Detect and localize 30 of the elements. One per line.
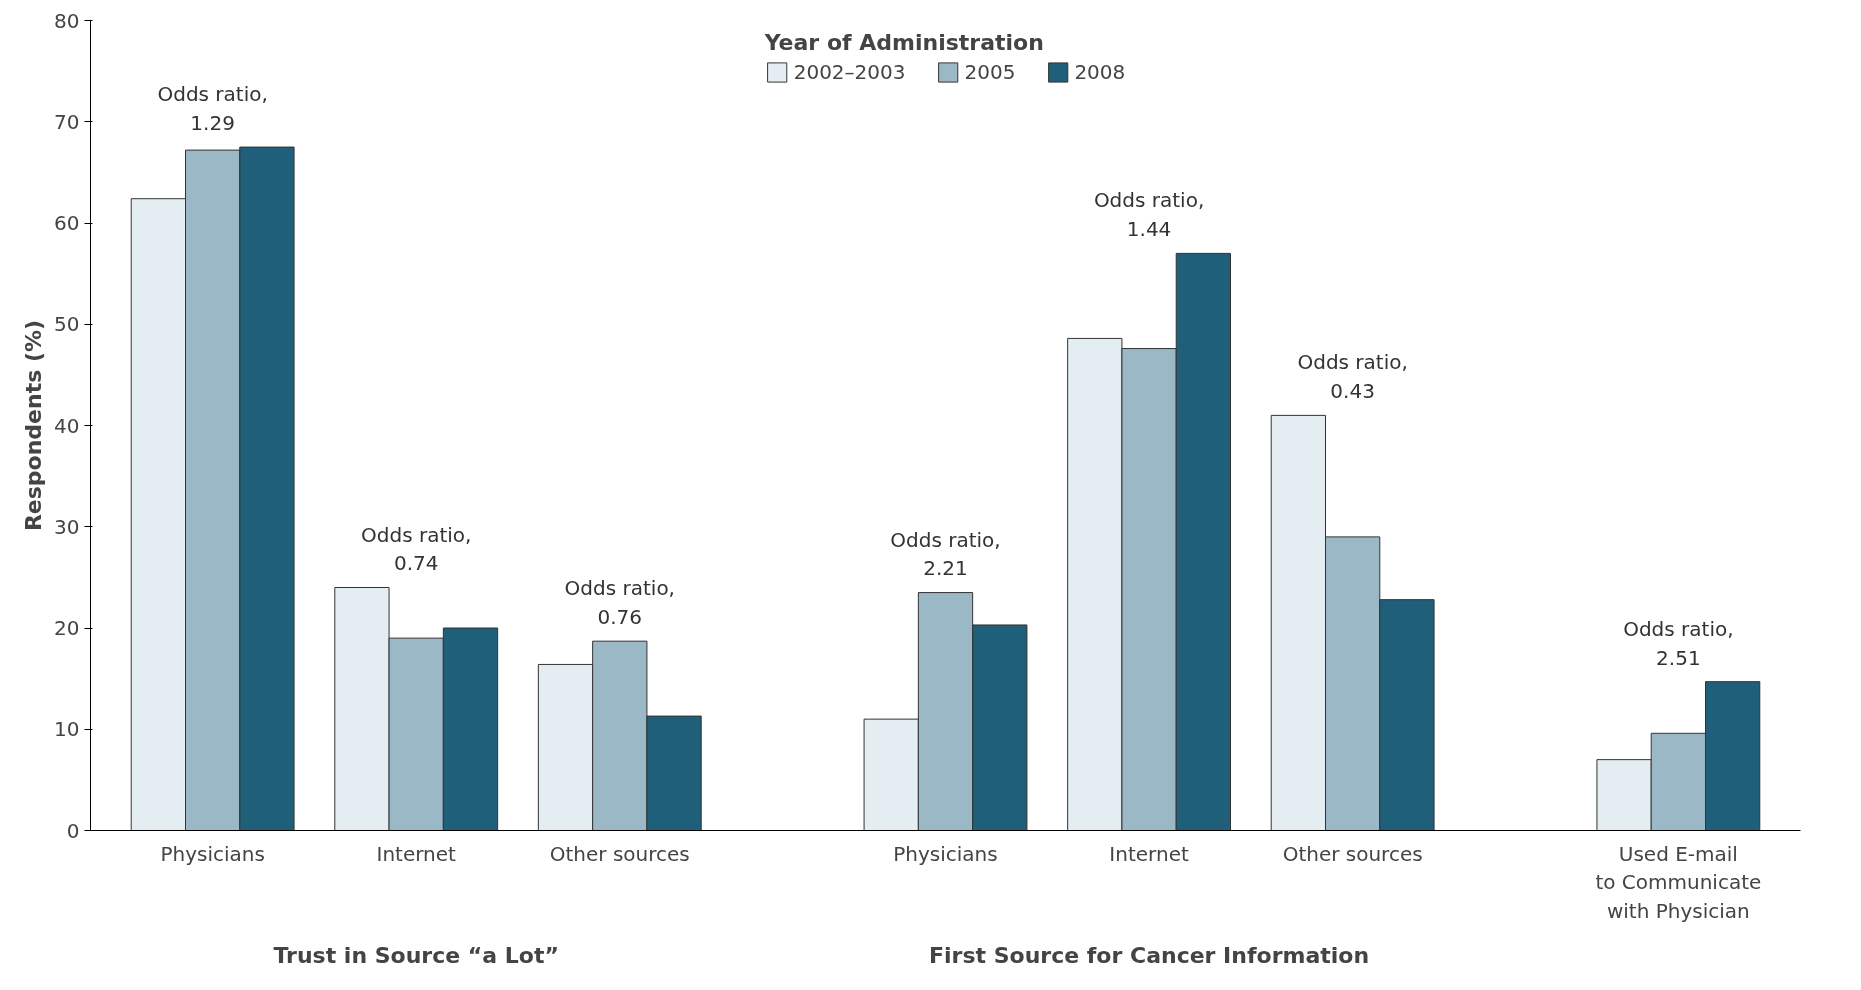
y-tick-label: 60 <box>54 211 80 235</box>
legend-label: 2002–2003 <box>793 60 906 84</box>
x-tick-label: Internet <box>376 841 457 866</box>
x-tick-label: Physicians <box>893 841 998 866</box>
y-tick-label: 10 <box>54 717 80 742</box>
y-tick-label: 0 <box>66 818 80 843</box>
text: First Source for Cancer Information <box>929 942 1370 968</box>
y-tick-label: 50 <box>54 312 80 337</box>
y-tick-label: 70 <box>54 109 80 134</box>
annotation: Odds ratio, 1.44 <box>1093 188 1205 242</box>
y-tick-label: 20 <box>54 616 80 640</box>
annotation: Odds ratio, 2.51 <box>1623 616 1734 670</box>
x-tick-label: Used E-mail to Communicate with Physician <box>1595 841 1762 924</box>
x-tick-label: Other sources <box>1282 841 1423 866</box>
legend-label: 2005 <box>964 60 1016 84</box>
annotation: Odds ratio, 0.76 <box>564 576 675 630</box>
text: Trust in Source “a Lot” <box>273 942 559 968</box>
x-tick-label: Physicians <box>160 841 265 866</box>
x-tick-label: Internet <box>1109 841 1189 866</box>
y-tick-label: 30 <box>54 514 80 539</box>
annotation: Odds ratio, 1.29 <box>157 82 268 135</box>
y-tick-label: 40 <box>54 413 80 438</box>
legend-label: 2008 <box>1074 60 1126 84</box>
y-axis-title: Respondents (%) <box>21 319 47 532</box>
annotation: Odds ratio, 0.74 <box>361 522 472 576</box>
x-tick-label: Other sources <box>549 841 690 866</box>
y-tick-label: 80 <box>54 8 80 33</box>
annotation: Odds ratio, 0.43 <box>1297 350 1408 404</box>
annotation: Odds ratio, 2.21 <box>890 527 1001 581</box>
legend-title: Year of Administration <box>764 30 1045 55</box>
